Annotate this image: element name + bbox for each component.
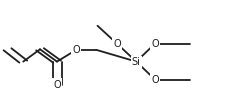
Text: Si: Si	[132, 57, 141, 67]
Text: O: O	[151, 39, 159, 49]
Text: O: O	[53, 80, 61, 90]
Text: O: O	[151, 74, 159, 85]
Text: O: O	[113, 39, 121, 49]
Text: O: O	[72, 45, 80, 55]
